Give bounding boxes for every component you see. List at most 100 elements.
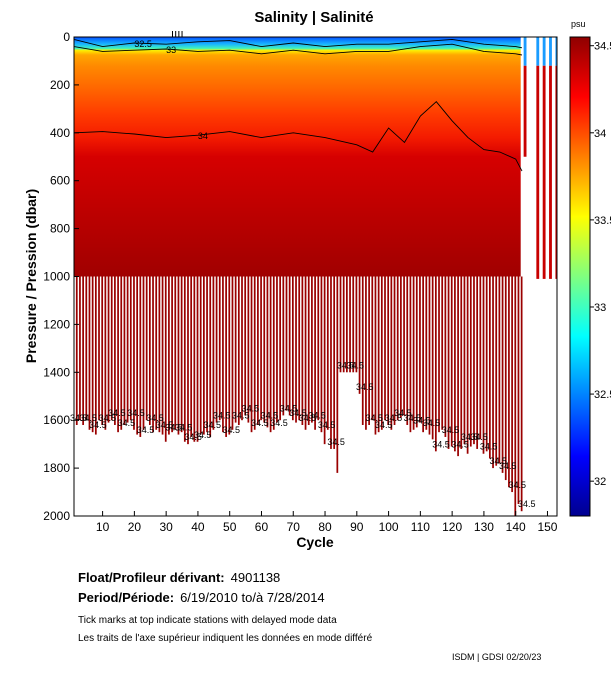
profile-cycle-90 (355, 276, 358, 373)
y-tick-label: 1400 (43, 365, 70, 379)
contour-label-deep: 34.5 (423, 418, 441, 428)
profile-cycle-34 (177, 276, 180, 435)
contour-label-deep: 34.5 (146, 413, 164, 423)
profile-cycle-3 (79, 276, 81, 421)
float-label: Float/Profileur dérivant: (78, 570, 225, 585)
contour-label-deep: 34.5 (280, 403, 298, 413)
note-english: Tick marks at top indicate stations with… (78, 615, 337, 626)
profile-cycle-85 (339, 276, 342, 373)
float-surface-153 (555, 37, 557, 66)
contour-label-deep: 34.5 (118, 418, 136, 428)
profile-cycle-54 (241, 276, 243, 421)
contour-label-deep: 34.5 (80, 413, 98, 423)
profile-cycle-39 (193, 276, 196, 442)
profile-cycle-79 (320, 276, 323, 433)
contour-label-deep: 34.5 (394, 408, 412, 418)
profile-cycle-51 (231, 276, 234, 430)
contour-label-deep: 34.5 (509, 480, 527, 490)
contour-label-deep: 34.5 (213, 411, 231, 421)
profile-cycle-130 (482, 276, 485, 454)
profile-cycle-128 (476, 276, 479, 449)
profile-cycle-40 (196, 276, 199, 442)
profile-cycle-5 (85, 276, 88, 421)
profile-cycle-114 (431, 276, 434, 440)
profile-cycle-9 (98, 276, 100, 421)
profile-cycle-45 (212, 276, 215, 430)
y-tick-label: 200 (50, 78, 70, 92)
contour-label-deep: 34.5 (223, 425, 241, 435)
contour-label-deep: 34.5 (165, 423, 183, 433)
contour-label-deep: 34.5 (137, 425, 155, 435)
float-profile-153 (555, 65, 557, 279)
contour-label-deep: 34.5 (156, 420, 174, 430)
contour-labels: 32.5333434.534.534.534.534.534.534.534.5… (70, 39, 536, 509)
profile-cycle-121 (454, 276, 456, 452)
contour-label-deep: 34.5 (518, 499, 536, 509)
contour-label-deep: 34.5 (356, 382, 374, 392)
y-tick-label: 1600 (43, 413, 70, 427)
colorbar-tick-label: 34 (594, 128, 606, 140)
profile-cycle-43 (206, 276, 208, 433)
profile-cycle-116 (438, 276, 440, 433)
colorbar (569, 36, 591, 517)
period-label: Period/Période: (78, 590, 175, 605)
profile-cycle-70 (291, 276, 294, 421)
profile-cycle-81 (326, 276, 329, 430)
float-profile-151 (549, 65, 552, 279)
profile-cycle-56 (247, 276, 250, 423)
profile-cycle-100 (387, 276, 390, 425)
colorbar-unit: psu (571, 19, 586, 29)
profile-cycle-93 (365, 276, 367, 430)
profile-cycle-21 (136, 276, 139, 435)
contour-label-deep: 34.5 (366, 413, 384, 423)
profile-cycle-94 (368, 276, 370, 425)
delayed-mode-tick-marks (172, 31, 183, 37)
profile-cycle-18 (126, 276, 129, 423)
profile-cycle-83 (333, 276, 336, 449)
contour-label-deep: 34.5 (299, 413, 317, 423)
contour-label-deep: 34.5 (327, 437, 345, 447)
contour-label-deep: 34.5 (385, 413, 403, 423)
x-tick-label: 150 (537, 520, 557, 534)
profile-cycle-109 (415, 276, 418, 428)
profile-cycle-11 (104, 276, 107, 430)
profile-cycle-28 (158, 276, 161, 433)
profile-cycle-64 (272, 276, 275, 430)
profile-cycle-65 (276, 276, 278, 423)
profile-cycle-99 (384, 276, 386, 421)
profile-cycle-72 (298, 276, 301, 421)
contour-label-deep: 34.5 (232, 411, 250, 421)
x-tick-label: 30 (159, 520, 173, 534)
profile-cycle-61 (263, 276, 266, 423)
profile-cycle-115 (434, 276, 437, 452)
profile-cycle-123 (460, 276, 463, 449)
profile-cycle-118 (444, 276, 447, 437)
profile-cycle-35 (180, 276, 183, 433)
profile-cycle-138 (508, 276, 510, 488)
contour-label-deep: 34.5 (127, 408, 145, 418)
profile-cycle-26 (152, 276, 154, 433)
float-surface-147 (536, 37, 540, 66)
contour-label-deep: 34.5 (432, 439, 450, 449)
profile-cycle-80 (323, 276, 326, 445)
contour-label-deep: 34.5 (346, 360, 364, 370)
profile-cycle-106 (406, 276, 409, 425)
colorbar-tick-label: 32.5 (594, 389, 611, 401)
profile-cycle-73 (301, 276, 304, 425)
profile-cycle-95 (371, 276, 374, 421)
profile-cycle-57 (250, 276, 253, 433)
y-tick-label: 0 (63, 30, 70, 44)
profile-cycle-86 (342, 276, 345, 373)
profile-cycle-46 (215, 276, 218, 423)
profile-cycle-104 (400, 276, 402, 418)
profile-cycle-89 (352, 276, 355, 373)
profile-cycle-33 (174, 276, 177, 430)
profile-cycle-111 (422, 276, 424, 433)
profile-cycle-6 (88, 276, 91, 430)
contour-label-deep: 34.5 (89, 420, 107, 430)
profile-cycle-122 (457, 276, 459, 457)
profile-cycle-126 (469, 276, 472, 447)
contour-label-deep: 34.5 (242, 403, 260, 413)
contour-label-deep: 34.5 (461, 432, 479, 442)
profile-cycle-91 (358, 276, 361, 394)
